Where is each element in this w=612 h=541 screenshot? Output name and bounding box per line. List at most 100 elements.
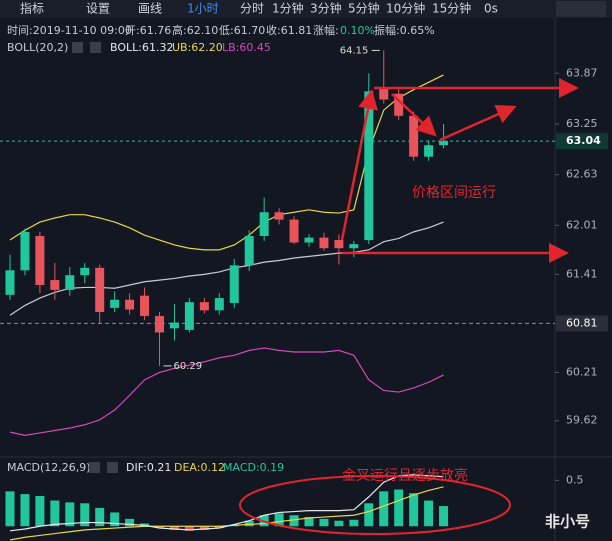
macd-line xyxy=(9,474,444,532)
candle-body xyxy=(289,219,299,243)
arrow xyxy=(340,89,378,241)
toolbar-items: 指标 设置 画线 1小时 分时 1分钟 3分钟 5分钟 10分钟 15分钟 0s xyxy=(20,1,498,16)
macd-bar xyxy=(304,517,314,527)
macd-bar xyxy=(379,491,389,527)
toolbar-item[interactable]: 画线 xyxy=(138,2,162,16)
settings-icon[interactable] xyxy=(89,462,100,473)
toolbar-item[interactable]: 分时 xyxy=(240,2,264,16)
candle-body xyxy=(169,322,179,329)
y-tick-label: 63.87 xyxy=(566,66,598,79)
high-label: 64.15 xyxy=(340,45,369,56)
candle-body xyxy=(349,244,359,249)
macd-dea: DEA:0.12 xyxy=(174,461,225,474)
macd-bar xyxy=(274,513,284,527)
info-change-label: 涨幅: xyxy=(313,24,339,37)
low-label: 60.29 xyxy=(174,361,203,372)
candle-body xyxy=(199,302,209,311)
macd-bar xyxy=(214,526,224,529)
boll-mid: BOLL:61.32 xyxy=(110,41,173,54)
macd-bar xyxy=(155,526,164,529)
candle-body xyxy=(304,237,314,243)
candle-body xyxy=(140,295,150,317)
last-price-label: 63.04 xyxy=(566,134,601,147)
info-low: 低:61.70 xyxy=(219,24,265,37)
candle-body xyxy=(184,302,194,330)
candle-body xyxy=(274,212,284,220)
macd-bar xyxy=(35,495,45,527)
macd-bar xyxy=(169,526,179,530)
macd-bar xyxy=(424,500,434,527)
candle-body xyxy=(229,265,239,303)
macd-bar xyxy=(289,515,299,527)
macd-bar xyxy=(409,493,419,527)
boll-ub: UB:62.20 xyxy=(172,41,223,54)
toolbar-item[interactable]: 0s xyxy=(484,2,498,16)
macd-bar xyxy=(364,503,374,527)
macd-bar xyxy=(20,494,30,527)
reference-label: 60.81 xyxy=(566,316,598,329)
info-change: 0.10% xyxy=(340,24,375,37)
annotation: 金叉运行且逐步放亮 xyxy=(342,467,468,484)
arrows xyxy=(239,78,579,535)
candle-body xyxy=(394,93,404,116)
candle-body xyxy=(334,240,344,249)
macd-bar xyxy=(110,512,120,527)
info-amplitude: 振幅:0.65% xyxy=(374,23,435,37)
candle-body xyxy=(5,270,15,295)
info-open: 开:61.76 xyxy=(125,24,171,37)
candle-body xyxy=(424,145,434,157)
candle-body xyxy=(35,235,45,285)
toolbar-item[interactable]: 1小时 xyxy=(187,2,219,16)
last-price-tag xyxy=(556,133,608,150)
macd-bar xyxy=(184,526,194,531)
macd-value: MACD:0.19 xyxy=(223,461,284,474)
candle-body xyxy=(244,235,254,266)
macd-bar xyxy=(65,502,75,527)
macd-bar xyxy=(244,520,254,527)
boll-line xyxy=(9,221,444,316)
info-time: 时间:2019-11-10 09:00 xyxy=(7,24,132,37)
settings-icon[interactable] xyxy=(72,42,83,53)
macd-bar xyxy=(319,518,329,527)
toolbar-item[interactable]: 5分钟 xyxy=(348,1,380,16)
candle-body xyxy=(379,87,389,100)
info-close: 收:61.81 xyxy=(266,23,312,37)
y-tick-label: 61.41 xyxy=(566,267,598,280)
candle-body xyxy=(80,267,90,276)
toolbar-item[interactable]: 设置 xyxy=(86,2,110,16)
candle-body xyxy=(439,141,449,146)
candle-body xyxy=(155,316,164,333)
y-tick-label: 59.62 xyxy=(566,414,598,427)
candle-body xyxy=(259,212,269,236)
macd-bar xyxy=(5,491,15,527)
y-tick-label: 0.5 xyxy=(566,473,584,486)
toolbar-item[interactable]: 指标 xyxy=(20,1,44,16)
candle-body xyxy=(65,275,75,290)
macd-bar xyxy=(349,519,359,527)
toolbar-item[interactable]: 1分钟 xyxy=(272,1,304,16)
toolbar-item[interactable]: 10分钟 xyxy=(386,1,425,16)
y-tick-label: 60.21 xyxy=(566,365,598,378)
candle-body xyxy=(95,267,105,312)
macd-bar xyxy=(199,526,209,530)
y-tick-label: 62.63 xyxy=(566,168,598,181)
annotation: 价格区间运行 xyxy=(412,185,496,201)
arrow xyxy=(391,93,437,137)
candle-body xyxy=(50,280,60,290)
y-tick-label: 62.01 xyxy=(566,218,598,231)
close-icon[interactable] xyxy=(107,462,118,473)
y-tick-label: 63.25 xyxy=(566,117,598,130)
info-high: 高:62.10 xyxy=(172,23,218,37)
close-icon[interactable] xyxy=(90,42,101,53)
boll-lb: LB:60.45 xyxy=(222,41,271,54)
toolbar-item[interactable]: 3分钟 xyxy=(310,1,342,16)
macd-name: MACD(12,26,9) xyxy=(7,461,91,474)
candle-body xyxy=(319,237,329,249)
window-button-bg[interactable] xyxy=(556,1,606,17)
candle-body xyxy=(20,231,30,271)
toolbar-item[interactable]: 15分钟 xyxy=(432,1,471,16)
boll-line xyxy=(9,347,444,436)
macd-bar xyxy=(334,520,344,527)
